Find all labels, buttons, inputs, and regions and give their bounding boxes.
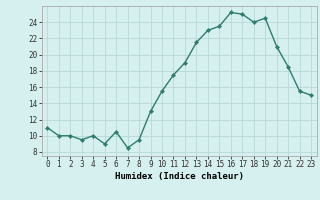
X-axis label: Humidex (Indice chaleur): Humidex (Indice chaleur) bbox=[115, 172, 244, 181]
